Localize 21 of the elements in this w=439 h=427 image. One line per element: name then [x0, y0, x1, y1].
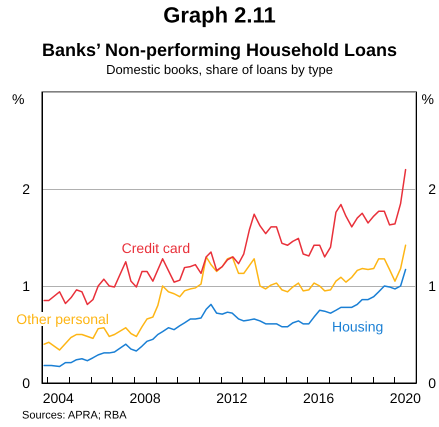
x-tick-label: 2016: [303, 390, 334, 406]
series-label: Housing: [332, 318, 384, 335]
y-tick-label: 0: [22, 375, 30, 391]
x-tick-label: 2020: [390, 390, 422, 406]
source-note: Sources: APRA; RBA: [22, 410, 128, 422]
y2-axis-title: %: [422, 91, 434, 107]
y-axis-title: %: [12, 91, 24, 107]
x-tick-label: 2012: [216, 390, 248, 406]
x-tick-label: 2004: [42, 390, 74, 406]
line-series: [43, 168, 406, 306]
caption: Graph 2.11: [163, 2, 276, 28]
y2-tick-label: 2: [428, 181, 436, 197]
chart-subtitle: Domestic books, share of loans by type: [106, 62, 333, 77]
series-label: Other personal: [16, 310, 109, 327]
y-tick-label: 2: [22, 181, 30, 197]
series-label: Credit card: [122, 240, 190, 256]
y-tick-label: 1: [22, 278, 30, 294]
x-tick-label: 2008: [129, 390, 161, 406]
y2-tick-label: 0: [428, 375, 436, 391]
chart-title: Banks’ Non-performing Household Loans: [42, 40, 398, 60]
y2-tick-label: 1: [428, 278, 436, 294]
